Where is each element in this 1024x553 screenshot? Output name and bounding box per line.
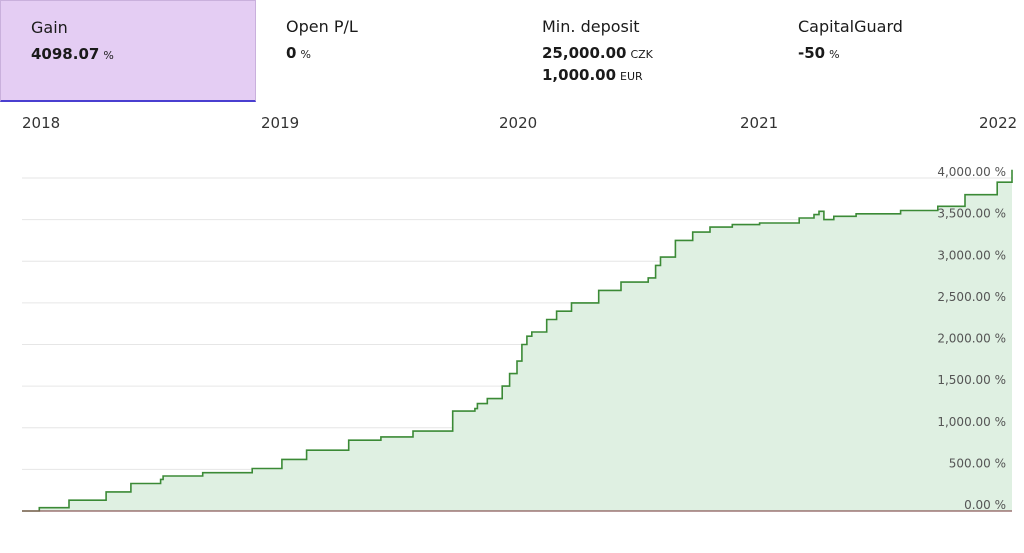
stat-unit: CZK (630, 48, 653, 61)
year-label: 2019 (261, 114, 300, 132)
stat-number: 4098.07 (31, 45, 100, 63)
stat-tab-min-deposit[interactable]: Min. deposit 25,000.00 CZK 1,000.00 EUR (512, 0, 768, 102)
stat-tab-gain[interactable]: Gain 4098.07% (0, 0, 256, 102)
stat-label: Gain (31, 18, 68, 37)
y-tick-label: 2,000.00 % (937, 332, 1006, 346)
stat-label: CapitalGuard (798, 17, 903, 36)
stat-label: Min. deposit (542, 17, 640, 36)
year-label: 2022 (979, 114, 1018, 132)
year-label: 2021 (740, 114, 779, 132)
stat-unit: % (300, 48, 311, 61)
y-tick-label: 1,500.00 % (937, 373, 1006, 387)
stat-value: -50% (798, 43, 1024, 65)
year-label: 2020 (499, 114, 538, 132)
y-tick-label: 1,000.00 % (937, 415, 1006, 429)
series-area (22, 169, 1012, 512)
stat-number: 0 (286, 44, 297, 62)
stat-number: 25,000.00 (542, 44, 627, 62)
y-tick-label: 3,000.00 % (937, 248, 1006, 262)
stat-number: 1,000.00 (542, 66, 617, 84)
y-tick-label: 3,500.00 % (937, 207, 1006, 221)
stat-value: 0% (286, 43, 512, 65)
stat-unit: % (829, 48, 840, 61)
y-tick-label: 500.00 % (949, 456, 1006, 470)
y-tick-label: 0.00 % (964, 498, 1006, 512)
stat-tab-open-pl[interactable]: Open P/L 0% (256, 0, 512, 102)
stat-value: 25,000.00 CZK (542, 43, 768, 65)
stats-bar: Gain 4098.07% Open P/L 0% Min. deposit 2… (0, 0, 1024, 102)
stat-label: Open P/L (286, 17, 358, 36)
stat-value-secondary: 1,000.00 EUR (542, 65, 768, 87)
y-tick-label: 2,500.00 % (937, 290, 1006, 304)
year-label: 2018 (22, 114, 61, 132)
stat-unit: EUR (620, 70, 643, 83)
stat-tab-capitalguard[interactable]: CapitalGuard -50% (768, 0, 1024, 102)
stat-unit: % (103, 49, 114, 62)
stat-value: 4098.07% (31, 44, 255, 66)
stat-number: -50 (798, 44, 826, 62)
series-line (22, 169, 1013, 512)
y-tick-label: 4,000.00 % (937, 165, 1006, 179)
